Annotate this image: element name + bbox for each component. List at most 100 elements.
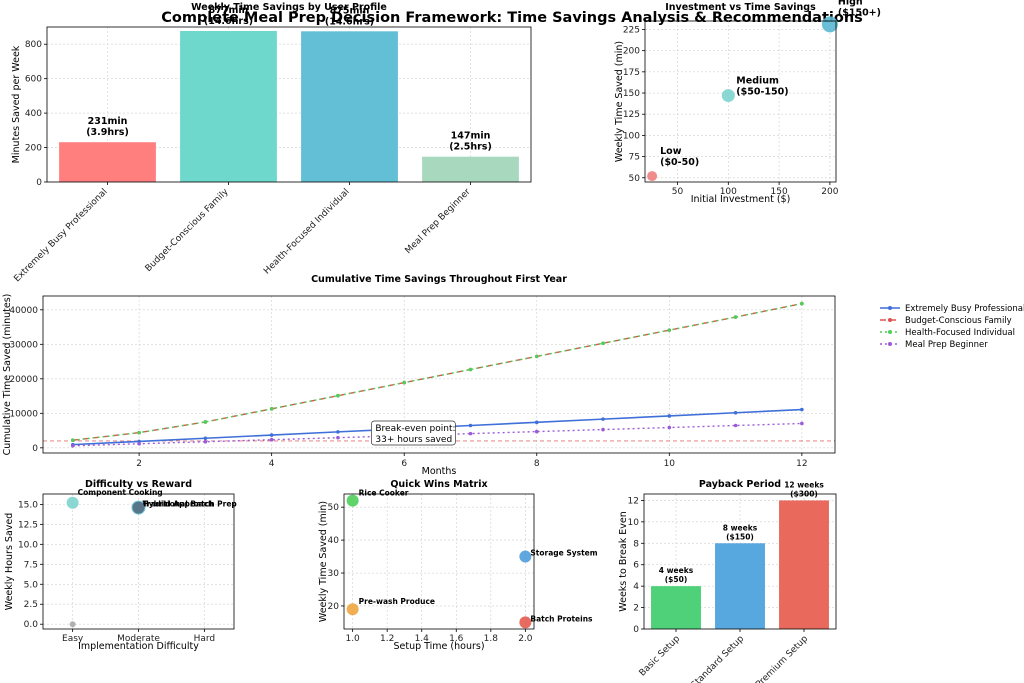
break-even-annotation-box [371, 420, 456, 446]
cumulative-ytick-label: 10000 [9, 409, 38, 419]
series-point [203, 436, 208, 441]
investment-ylabel: Weekly Time Saved (min) [614, 41, 625, 162]
series-point [534, 429, 539, 434]
profile-ytick-label: 0 [36, 178, 42, 188]
legend-label: Health-Focused Individual [905, 328, 1015, 338]
quickwins-xtick-label: 1.6 [449, 634, 464, 644]
series-point [71, 438, 75, 443]
series-point [269, 407, 274, 411]
profile-xtick-label: Meal Prep Beginner [404, 187, 473, 256]
profile-bar [180, 30, 277, 183]
investment-xtick-label: 150 [771, 187, 788, 197]
quickwins-point [519, 550, 532, 563]
legend-marker [888, 306, 892, 310]
cumulative-ylabel: Cumulative Time Saved (minutes) [2, 294, 13, 456]
payback-xtick-label: Standard Setup [690, 634, 747, 683]
payback-chart: 4 weeks ($50) 8 weeks ($150) 12 weeks ($300) 0… [618, 479, 837, 683]
cumulative-frame [42, 295, 836, 454]
series-line-2 [72, 302, 803, 441]
legend-marker [888, 330, 892, 334]
quickwins-xlabel: Setup Time (hours) [393, 641, 484, 652]
series-point [269, 437, 274, 442]
difficulty-xtick-label: Easy [62, 634, 84, 644]
series-line-3 [72, 302, 803, 441]
quickwins-xtick-label: 1.0 [345, 634, 360, 644]
figure-title: Complete Meal Prep Decision Framework: T… [161, 10, 863, 26]
series-point [336, 393, 340, 398]
series-point [601, 417, 605, 421]
payback-ytick-label: 0 [633, 625, 639, 635]
profile-bar [422, 156, 519, 182]
cumulative-ytick-label: 40000 [9, 306, 38, 316]
series-point [137, 441, 141, 446]
legend-marker [888, 342, 892, 346]
cumulative-ytick-label: 0 [32, 444, 38, 454]
cumulative-ytick-label: 30000 [9, 340, 38, 350]
investment-ytick-label: 225 [623, 25, 640, 35]
investment-point [821, 16, 838, 33]
difficulty-ylabel: Weekly Hours Saved [4, 513, 15, 611]
payback-bar-value-label: 12 weeks ($300) [784, 480, 824, 498]
payback-bar [651, 586, 701, 629]
payback-ytick-label: 8 [633, 539, 639, 549]
series-point [203, 420, 208, 424]
investment-ytick-label: 125 [623, 110, 640, 120]
profile-bar [301, 31, 398, 182]
series-point [336, 430, 340, 434]
series-point [336, 435, 340, 440]
series-point [137, 430, 141, 435]
profile-bar-value-label: 147min (2.5hrs) [449, 131, 492, 153]
payback-ytick-label: 4 [633, 582, 639, 592]
investment-xlabel: Initial Investment ($) [691, 194, 791, 205]
series-point [601, 341, 605, 346]
payback-ytick-label: 6 [633, 561, 639, 571]
quickwins-ytick-label: 30 [328, 569, 340, 579]
quickwins-point [346, 603, 359, 616]
quickwins-point [519, 616, 532, 629]
investment-chart: Low ($0-50) Medium ($50-150) High ($150+) 50 75… [614, 0, 881, 205]
cumulative-xtick-label: 12 [796, 459, 807, 469]
series-point [534, 420, 539, 425]
quickwins-chart: Rice Cooker Pre-wash Produce Storage Syste… [318, 479, 598, 652]
quickwins-ytick-label: 20 [328, 602, 340, 612]
investment-point-label: High ($150+) [838, 0, 881, 18]
difficulty-ytick-label: 0.0 [24, 620, 39, 630]
profile-title: Weekly Time Savings by User Profile [191, 2, 387, 13]
profile-ytick-label: 600 [25, 75, 42, 85]
series-point [468, 423, 473, 428]
cumulative-chart: Break-even point: 33+ hours saved 0 10000 20… [2, 274, 836, 477]
quickwins-xtick-label: 2.0 [518, 634, 533, 644]
series-point [800, 421, 804, 426]
difficulty-xtick-label: Moderate [117, 634, 160, 644]
difficulty-point-label: Component Cooking [78, 488, 163, 497]
profile-xtick-label: Extremely Busy Professional [12, 187, 109, 284]
break-even-annotation: Break-even point: 33+ hours saved [375, 424, 455, 445]
quickwins-point [346, 494, 359, 507]
series-point [534, 354, 539, 359]
difficulty-ytick-label: 5.0 [24, 580, 39, 590]
difficulty-xlabel: Implementation Difficulty [78, 641, 199, 652]
series-point [733, 423, 738, 428]
investment-ytick-label: 100 [623, 131, 640, 141]
payback-bar [715, 543, 765, 629]
difficulty-xtick-label: Hard [194, 634, 216, 644]
profile-ytick-label: 400 [25, 109, 42, 119]
cumulative-xlabel: Months [422, 466, 457, 477]
quickwins-ylabel: Weekly Time Saved (min) [318, 501, 329, 622]
investment-ytick-label: 200 [623, 47, 640, 57]
series-line-4 [72, 422, 802, 447]
payback-xtick-label: Basic Setup [638, 634, 683, 679]
profile-frame [46, 26, 532, 183]
cumulative-xtick-label: 10 [664, 459, 676, 469]
legend-label: Extremely Busy Professional [905, 304, 1024, 314]
series-point [203, 439, 208, 444]
profile-bar-value-label: 877min (14.6hrs) [204, 5, 253, 27]
series-point [800, 407, 804, 412]
payback-bar-value-label: 8 weeks ($150) [723, 523, 758, 541]
profile-bar-value-label: 875min (14.6hrs) [325, 5, 374, 27]
legend-label: Meal Prep Beginner [905, 340, 988, 350]
investment-xtick-label: 200 [821, 187, 838, 197]
series-point [269, 433, 274, 437]
investment-xtick-label: 100 [720, 187, 737, 197]
quickwins-point-label: Pre-wash Produce [359, 597, 435, 606]
